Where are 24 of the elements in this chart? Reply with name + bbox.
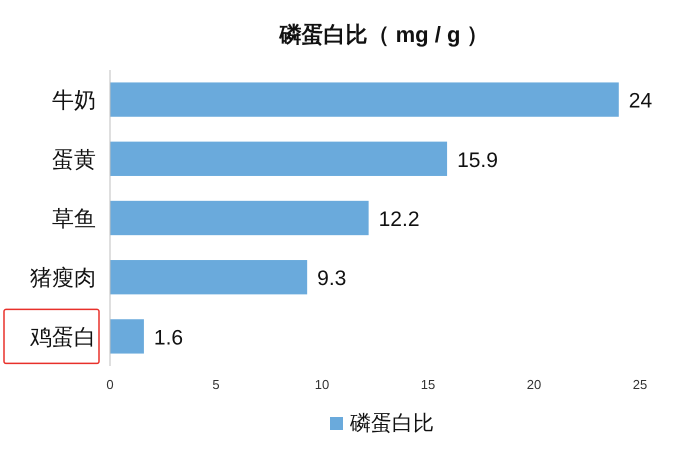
legend-label: 磷蛋白比 xyxy=(349,412,434,435)
bar xyxy=(110,142,448,176)
x-tick-label: 10 xyxy=(314,377,330,392)
data-label: 15.9 xyxy=(457,148,498,172)
x-tick-label: 15 xyxy=(420,377,436,392)
x-tick-label: 0 xyxy=(106,377,114,392)
data-label: 9.3 xyxy=(317,267,346,290)
y-tick-label: 草鱼 xyxy=(52,206,96,231)
x-tick-label: 5 xyxy=(212,377,220,392)
chart-title: 磷蛋白比（ mg / g ） xyxy=(278,22,488,47)
y-tick-label: 牛奶 xyxy=(52,88,96,113)
y-tick-label: 鸡蛋白 xyxy=(29,324,96,350)
bar xyxy=(110,260,308,294)
legend: 磷蛋白比 xyxy=(330,412,434,435)
bar xyxy=(110,319,144,354)
data-label: 24 xyxy=(628,90,652,113)
bar xyxy=(110,82,619,117)
x-tick-label: 20 xyxy=(526,377,542,392)
bar xyxy=(110,200,369,236)
data-label: 12.2 xyxy=(378,208,420,231)
y-tick-label: 猪瘦肉 xyxy=(30,265,96,290)
x-tick-label: 25 xyxy=(632,377,648,392)
data-label: 1.6 xyxy=(154,326,184,350)
y-tick-label: 蛋黄 xyxy=(52,146,96,172)
